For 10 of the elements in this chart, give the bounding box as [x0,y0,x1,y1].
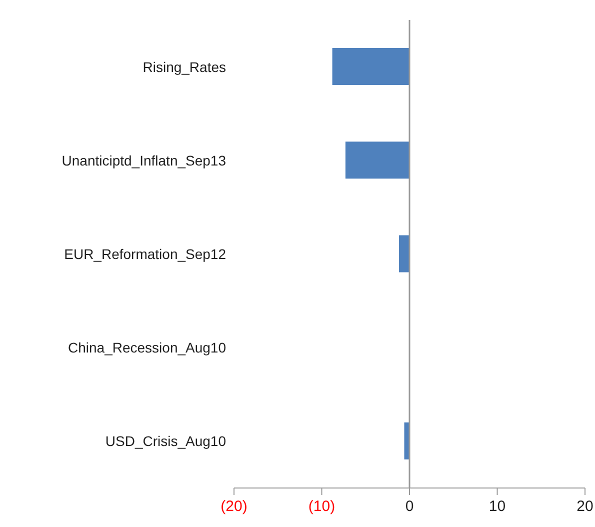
y-tick-label: China_Recession_Aug10 [68,340,226,356]
x-tick-label: 0 [405,498,414,515]
x-tick-label: (20) [220,498,248,515]
y-tick-label: EUR_Reformation_Sep12 [64,246,226,262]
x-tick-label: 20 [576,498,594,515]
x-tick-label: (10) [308,498,336,515]
x-tick-label: 10 [488,498,506,515]
y-tick-label: Rising_Rates [142,58,226,75]
y-tick-label: Unanticiptd_Inflatn_Sep13 [62,152,226,168]
y-tick-label: USD_Crisis_Aug10 [105,433,226,450]
